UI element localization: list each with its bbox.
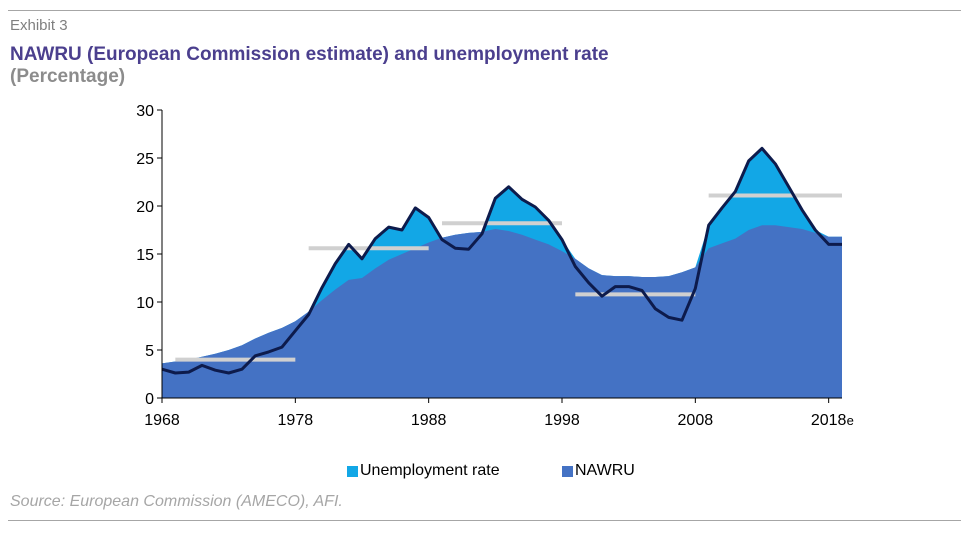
chart-subtitle: (Percentage) [10,66,126,87]
legend-label-nawru: NAWRU [575,462,635,479]
chart-title: NAWRU (European Commission estimate) and… [10,44,609,65]
x-tick-label: 1988 [411,412,447,429]
series-area-nawru [162,225,842,398]
legend-item-nawru: NAWRU [562,462,635,480]
series-line-unemployment-rate [161,146,842,375]
x-tick-label: 1968 [144,412,180,429]
legend-swatch-nawru [562,465,573,477]
y-tick-label: 10 [136,295,154,312]
legend-item-unemployment: Unemployment rate [347,462,500,480]
y-tick-label: 25 [136,151,154,168]
source-note: Source: European Commission (AMECO), AFI… [10,493,343,510]
y-tick-label: 15 [136,247,154,264]
y-tick-label: 5 [145,343,154,360]
y-tick-label: 30 [136,103,154,120]
top-rule [8,10,961,11]
x-tick-label: 1978 [278,412,314,429]
legend-swatch-unemployment [347,465,358,477]
bottom-rule [8,520,961,521]
x-tick-label: 2008 [678,412,714,429]
y-tick-label: 0 [145,391,154,408]
legend-label-unemployment: Unemployment rate [360,462,500,479]
y-tick-label: 20 [136,199,154,216]
x-tick-label: 1998 [544,412,580,429]
x-tick-label: 2018 [811,412,847,429]
exhibit-label: Exhibit 3 [10,17,68,34]
x-tick-suffix: e [847,413,854,428]
